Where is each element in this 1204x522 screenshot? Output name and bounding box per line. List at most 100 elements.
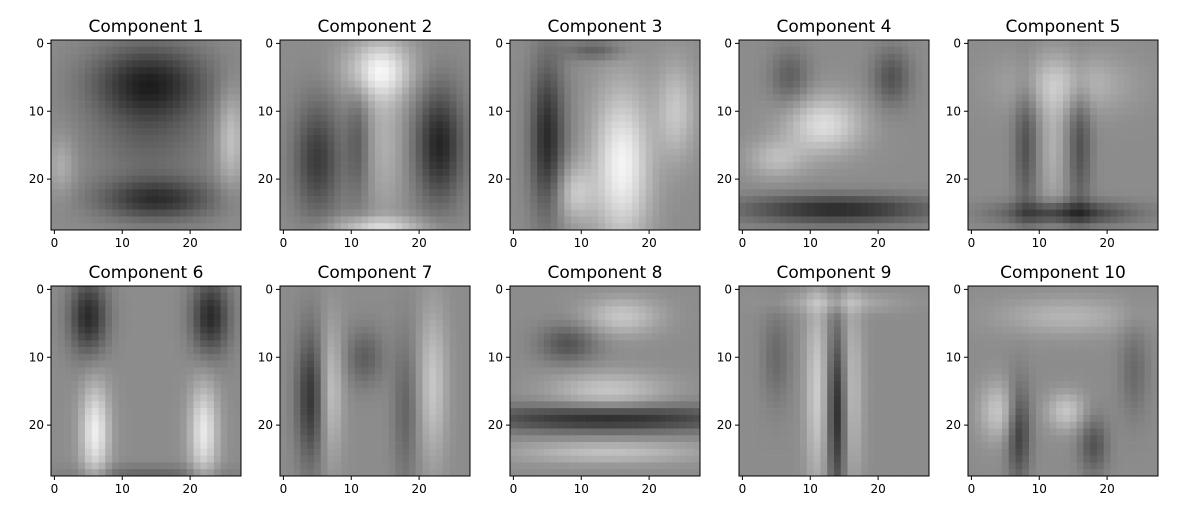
heatmap-cell bbox=[807, 223, 814, 230]
heatmap-cell bbox=[382, 189, 389, 196]
heatmap-cell bbox=[524, 176, 531, 183]
heatmap-cell bbox=[51, 128, 58, 135]
heatmap-cell bbox=[92, 47, 99, 54]
heatmap-cell bbox=[429, 300, 436, 307]
heatmap-cell bbox=[71, 108, 78, 115]
heatmap-cell bbox=[214, 169, 221, 176]
heatmap-cell bbox=[1002, 60, 1009, 67]
heatmap-cell bbox=[848, 74, 855, 81]
heatmap-cell bbox=[221, 135, 228, 142]
heatmap-cell bbox=[207, 74, 214, 81]
heatmap-cell bbox=[1144, 176, 1151, 183]
heatmap-cell bbox=[773, 115, 780, 122]
heatmap-cell bbox=[680, 54, 687, 61]
heatmap-cell bbox=[99, 40, 106, 47]
heatmap-cell bbox=[200, 347, 207, 354]
heatmap-cell bbox=[160, 210, 167, 217]
heatmap-cell bbox=[382, 183, 389, 190]
heatmap-cell bbox=[982, 101, 989, 108]
heatmap-cell bbox=[739, 74, 746, 81]
heatmap-cell bbox=[571, 81, 578, 88]
heatmap-cell bbox=[909, 142, 916, 149]
heatmap-cell bbox=[814, 142, 821, 149]
heatmap-cell bbox=[820, 196, 827, 203]
heatmap-cell bbox=[1117, 108, 1124, 115]
heatmap-cell bbox=[1049, 210, 1056, 217]
heatmap-cell bbox=[988, 88, 995, 95]
heatmap-cell bbox=[793, 223, 800, 230]
heatmap-cell bbox=[868, 81, 875, 88]
heatmap-cell bbox=[51, 67, 58, 74]
heatmap-cell bbox=[58, 115, 65, 122]
heatmap-cell bbox=[814, 60, 821, 67]
heatmap-cell bbox=[234, 300, 241, 307]
heatmap-cell bbox=[968, 210, 975, 217]
heatmap-cell bbox=[1002, 94, 1009, 101]
heatmap-cell bbox=[814, 74, 821, 81]
heatmap-cell bbox=[968, 88, 975, 95]
heatmap-cell bbox=[307, 162, 314, 169]
heatmap-cell bbox=[58, 306, 65, 313]
heatmap-cell bbox=[361, 40, 368, 47]
heatmap-cell bbox=[510, 94, 517, 101]
heatmap-cell bbox=[368, 223, 375, 230]
heatmap-cell bbox=[780, 135, 787, 142]
heatmap-cell bbox=[585, 108, 592, 115]
heatmap-cell bbox=[71, 334, 78, 341]
heatmap-cell bbox=[409, 108, 416, 115]
heatmap-cell bbox=[375, 135, 382, 142]
heatmap-cell bbox=[922, 189, 929, 196]
heatmap-cell bbox=[300, 135, 307, 142]
heatmap-cell bbox=[537, 128, 544, 135]
heatmap-cell bbox=[746, 67, 753, 74]
heatmap-cell bbox=[328, 60, 335, 67]
heatmap-cell bbox=[915, 216, 922, 223]
heatmap-cell bbox=[214, 54, 221, 61]
heatmap-cell bbox=[153, 189, 160, 196]
heatmap-cell bbox=[1117, 149, 1124, 156]
heatmap-cell bbox=[988, 162, 995, 169]
heatmap-cell bbox=[1104, 47, 1111, 54]
heatmap-cell bbox=[85, 347, 92, 354]
heatmap-cell bbox=[58, 422, 65, 429]
heatmap-cell bbox=[112, 121, 119, 128]
heatmap-cell bbox=[65, 210, 72, 217]
heatmap-cell bbox=[321, 81, 328, 88]
heatmap-cell bbox=[389, 320, 396, 327]
heatmap-cell bbox=[71, 456, 78, 463]
heatmap-cell bbox=[841, 169, 848, 176]
heatmap-cell bbox=[1104, 115, 1111, 122]
heatmap-cell bbox=[214, 388, 221, 395]
heatmap-cell bbox=[558, 81, 565, 88]
heatmap-cell bbox=[841, 74, 848, 81]
heatmap-cell bbox=[71, 40, 78, 47]
heatmap-cell bbox=[105, 429, 112, 436]
heatmap-cell bbox=[988, 210, 995, 217]
heatmap-cell bbox=[132, 169, 139, 176]
heatmap-cell bbox=[166, 401, 173, 408]
heatmap-cell bbox=[180, 67, 187, 74]
heatmap-cell bbox=[1144, 81, 1151, 88]
heatmap-cell bbox=[1049, 223, 1056, 230]
heatmap-cell bbox=[1151, 162, 1158, 169]
heatmap-cell bbox=[693, 142, 700, 149]
heatmap-cell bbox=[65, 101, 72, 108]
heatmap-cell bbox=[146, 347, 153, 354]
heatmap-cell bbox=[139, 135, 146, 142]
heatmap-cell bbox=[841, 216, 848, 223]
heatmap-cell bbox=[85, 88, 92, 95]
heatmap-cell bbox=[307, 155, 314, 162]
heatmap-cell bbox=[200, 40, 207, 47]
y-tick-label: 0 bbox=[36, 36, 44, 50]
heatmap-cell bbox=[854, 176, 861, 183]
heatmap-cell bbox=[409, 94, 416, 101]
heatmap-cell bbox=[139, 306, 146, 313]
heatmap-cell bbox=[416, 88, 423, 95]
heatmap-cell bbox=[619, 169, 626, 176]
heatmap-cell bbox=[902, 101, 909, 108]
heatmap-cell bbox=[787, 196, 794, 203]
heatmap-cell bbox=[78, 354, 85, 361]
heatmap-cell bbox=[382, 286, 389, 293]
heatmap-cell bbox=[456, 176, 463, 183]
